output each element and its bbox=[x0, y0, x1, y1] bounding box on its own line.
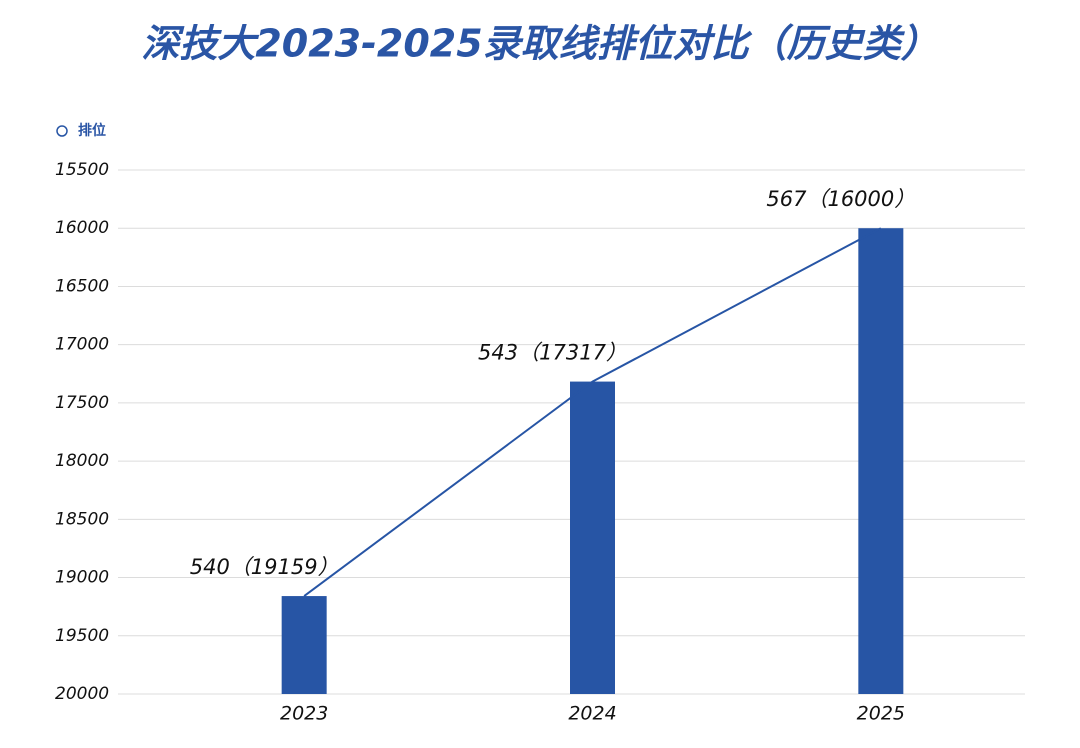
data-label: 540（19159） bbox=[190, 555, 339, 579]
x-tick-label: 2023 bbox=[280, 703, 328, 725]
y-tick-label: 20000 bbox=[55, 684, 109, 704]
bar bbox=[570, 381, 615, 694]
y-tick-label: 16500 bbox=[55, 276, 109, 296]
bar bbox=[858, 228, 904, 694]
x-tick-label: 2024 bbox=[568, 703, 616, 725]
bar bbox=[281, 596, 327, 694]
data-label: 543（17317） bbox=[478, 341, 627, 365]
y-tick-label: 19000 bbox=[55, 568, 109, 588]
data-label: 567（16000） bbox=[766, 187, 915, 211]
y-tick-label: 17500 bbox=[55, 393, 109, 413]
x-tick-label: 2025 bbox=[857, 703, 905, 725]
y-tick-label: 18000 bbox=[55, 451, 109, 471]
y-tick-label: 19500 bbox=[55, 626, 109, 646]
trend-line bbox=[303, 227, 882, 597]
y-tick-label: 15500 bbox=[55, 160, 109, 180]
y-tick-label: 18500 bbox=[55, 509, 109, 529]
chart-title: 深技大2023-2025录取线排位对比（历史类） bbox=[141, 22, 938, 66]
legend-label: 排位 bbox=[78, 122, 106, 139]
legend-marker bbox=[56, 125, 68, 137]
y-tick-label: 16000 bbox=[55, 218, 109, 238]
y-tick-label: 17000 bbox=[55, 335, 109, 355]
